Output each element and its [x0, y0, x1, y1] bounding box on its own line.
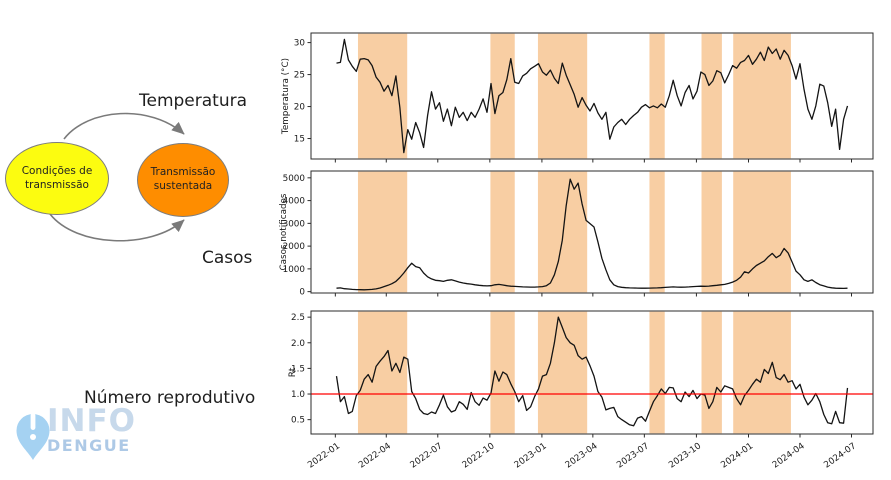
- x-tick-label: 2023-01: [513, 441, 549, 470]
- transmission-window-band: [357, 311, 408, 434]
- y-tick-label: 2.5: [291, 313, 305, 323]
- x-tick-label: 2022-07: [409, 441, 445, 470]
- node-right-line2: sustentada: [153, 180, 213, 192]
- x-tick-label: 2024-04: [771, 441, 807, 471]
- y-tick-label: 2.0: [291, 339, 305, 349]
- transmission-window-band: [357, 171, 408, 293]
- transmission-window-band: [537, 171, 588, 293]
- transmission-window-band: [701, 33, 722, 159]
- y-tick-label: 0: [299, 288, 305, 298]
- diagram-arrows: [49, 112, 185, 242]
- diagram-title-temperatura: Temperatura: [139, 91, 248, 111]
- transmission-window-band: [733, 33, 791, 159]
- logo-text-info: INFO: [47, 403, 137, 439]
- x-tick-label: 2024-07: [822, 441, 858, 470]
- rt-plot-border: [310, 310, 874, 435]
- y-tick-label: 25: [294, 71, 305, 81]
- temperatura-series-line: [336, 38, 849, 154]
- diagram-label-numero-reprodutivo: Número reprodutivo: [84, 388, 256, 408]
- x-tick-label: 2023-07: [615, 441, 651, 470]
- y-tick-label: 2000: [283, 242, 306, 252]
- node-left-line1: Condições de: [21, 164, 93, 177]
- y-tick-label: 1.0: [291, 390, 305, 400]
- casos-ylabel: Casos notificados: [279, 193, 289, 270]
- y-tick-label: 1.5: [291, 364, 305, 374]
- y-tick-label: 0.5: [291, 416, 305, 426]
- casos-plot-border: [310, 170, 874, 294]
- transmission-window-band: [357, 33, 408, 159]
- arrow-top-conditions-to-transmission: [63, 112, 185, 140]
- map-pin-icon: [16, 413, 50, 460]
- transmission-window-band: [733, 311, 791, 434]
- temperatura-plot-border: [310, 32, 874, 160]
- diagram-label-casos: Casos: [202, 248, 253, 268]
- transmission-window-band: [537, 33, 588, 159]
- transmission-window-band: [649, 171, 665, 293]
- temperatura-ylabel: Temperatura (°C): [281, 58, 291, 135]
- node-right-line1: Transmissão: [150, 166, 216, 179]
- node-sustained-transmission: Transmissão sustentada: [137, 143, 229, 217]
- y-tick-label: 1000: [283, 265, 306, 275]
- y-tick-label: 5000: [283, 174, 306, 184]
- rt-series-line: [335, 316, 849, 427]
- casos-series-line: [336, 178, 848, 291]
- transmission-window-band: [701, 311, 722, 434]
- x-tick-label: 2023-10: [667, 441, 703, 471]
- transmission-window-band: [649, 311, 665, 434]
- transmission-window-band: [649, 33, 665, 159]
- transmission-window-band: [490, 33, 515, 159]
- arrow-bottom-conditions-to-transmission: [49, 213, 185, 242]
- node-transmission-conditions: Condições de transmissão: [5, 142, 109, 215]
- y-tick-label: 20: [294, 103, 306, 113]
- y-tick-label: 3000: [283, 219, 306, 229]
- x-tick-label: 2022-04: [357, 441, 393, 471]
- y-tick-label: 4000: [283, 197, 306, 207]
- transmission-window-band: [701, 171, 722, 293]
- node-left-line2: transmissão: [25, 178, 89, 191]
- x-tick-label: 2022-01: [306, 441, 342, 470]
- y-tick-label: 15: [294, 135, 305, 145]
- transmission-window-band: [733, 171, 791, 293]
- infodengue-logo: INFO DENGUE: [10, 403, 160, 468]
- x-tick-label: 2024-01: [719, 441, 755, 470]
- logo-text-dengue: DENGUE: [47, 436, 131, 455]
- x-tick-label: 2022-10: [461, 441, 497, 471]
- rt-ylabel: Rt: [288, 367, 298, 377]
- transmission-window-band: [537, 311, 588, 434]
- y-tick-label: 30: [294, 39, 306, 49]
- x-tick-label: 2023-04: [564, 441, 600, 471]
- transmission-window-band: [490, 171, 515, 293]
